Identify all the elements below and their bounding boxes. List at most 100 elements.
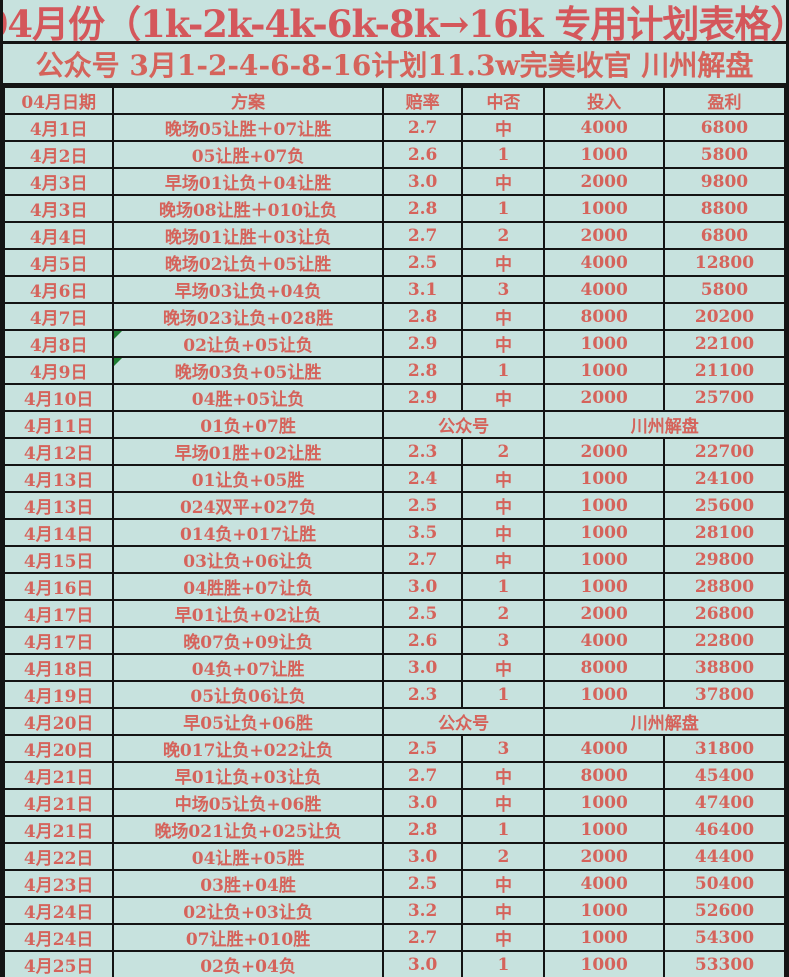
- table-cell: 中: [461, 896, 546, 925]
- column-header-odds: 赔率: [381, 86, 464, 115]
- table-cell: 3.0: [381, 167, 464, 196]
- table-cell: 4000: [543, 275, 665, 304]
- table-cell: 4月21日: [2, 761, 115, 790]
- table-cell: 3: [461, 626, 546, 655]
- table-cell: 2.6: [381, 140, 464, 169]
- table-cell: 4月1日: [2, 113, 115, 142]
- table-cell: 25600: [662, 491, 787, 520]
- table-cell: 02让负+03让负: [112, 896, 384, 925]
- table-cell: 1000: [543, 788, 665, 817]
- table-cell: 1000: [543, 815, 665, 844]
- table-row: 4月20日 早05让负+06胜 公众号 川州解盘: [2, 707, 786, 736]
- table-cell: 1000: [543, 572, 665, 601]
- table-cell: 01让负+05胜: [112, 464, 384, 493]
- table-cell: 4月12日: [2, 437, 115, 466]
- table-row: 4月10日 04胜+05让负 2.9 中 2000 25700: [2, 383, 787, 412]
- table-cell: 07让胜+010胜: [112, 923, 384, 952]
- table-cell: 2000: [543, 437, 665, 466]
- table-cell: 早场01让负＋04让胜: [112, 167, 384, 196]
- table-cell: 2.5: [381, 248, 464, 277]
- table-cell: 2.4: [381, 464, 464, 493]
- table-cell: 1000: [543, 464, 665, 493]
- table-cell: 1: [461, 680, 546, 709]
- table-cell: 4月18日: [2, 653, 115, 682]
- table-cell: 8000: [543, 302, 665, 331]
- table-cell: 014负+017让胜: [112, 518, 384, 547]
- table-cell: 2: [461, 599, 546, 628]
- table-cell: 3.0: [381, 842, 464, 871]
- table-row: 4月12日 早场01胜+02让胜 2.3 2 2000 22700: [2, 437, 787, 466]
- table-row: 4月17日 早01让负+02让负 2.5 2 2000 26800: [2, 599, 787, 628]
- table-cell: 2.7: [381, 545, 464, 574]
- table-cell: 12800: [662, 248, 787, 277]
- table-cell: 04胜+05让负: [112, 383, 384, 412]
- table-cell: 3.5: [381, 518, 464, 547]
- table-cell: 2.6: [381, 626, 464, 655]
- table-cell: 4月7日: [2, 302, 115, 331]
- table-cell: 2000: [543, 383, 665, 412]
- table-cell: 晚场02让负＋05让胜: [112, 248, 384, 277]
- table-cell: 2.7: [381, 113, 464, 142]
- table-cell: 6800: [662, 221, 787, 250]
- table-body: 4月1日 晚场05让胜＋07让胜 2.7 中 4000 6800 4月2日 05让胜+07负 2…: [2, 113, 787, 977]
- table-cell: 中: [461, 302, 546, 331]
- table-cell: 中: [461, 518, 546, 547]
- table-row: 4月18日 04负+07让胜 3.0 中 8000 38800: [2, 653, 787, 682]
- table-row: 4月7日 晚场023让负+028胜 2.8 中 8000 20200: [2, 302, 787, 331]
- table-cell: 8800: [662, 194, 787, 223]
- table-row: 4月17日 晚07负+09让负 2.6 3 4000 22800: [2, 626, 787, 655]
- table-cell: 早01让负+03让负: [112, 761, 384, 790]
- table-cell: 中: [461, 248, 546, 277]
- table-cell: 早01让负+02让负: [112, 599, 384, 628]
- table-cell: 1000: [543, 356, 665, 385]
- table-cell: 4月8日: [2, 329, 115, 358]
- table-cell: 中: [461, 761, 546, 790]
- table-cell: 晚017让负+022让负: [112, 734, 384, 763]
- table-cell: 21100: [662, 356, 787, 385]
- table-row: 4月9日 晚场03负+05让胜 2.8 1 1000 21100: [2, 356, 787, 385]
- table-cell: 4月20日: [2, 734, 115, 763]
- table-row: 4月24日 02让负+03让负 3.2 中 1000 52600: [2, 896, 787, 925]
- table-row: 4月16日 04胜胜+07让负 3.0 1 1000 28800: [2, 572, 787, 601]
- table-row: 4月22日 04让胜+05胜 3.0 2 2000 44400: [2, 842, 787, 871]
- table-cell: 公众号: [381, 707, 546, 736]
- table-cell: 3.0: [381, 788, 464, 817]
- table-cell: 2000: [543, 842, 665, 871]
- table-cell: 4月10日: [2, 383, 115, 412]
- table-header-row: 04月日期 方案 赔率 中否 投入 盈利: [2, 86, 787, 115]
- table-row: 4月8日 02让负+05让负 2.9 中 1000 22100: [2, 329, 787, 358]
- table-cell: 29800: [662, 545, 787, 574]
- table-cell: 4月16日: [2, 572, 115, 601]
- table-cell: 1: [461, 356, 546, 385]
- column-header-stake: 投入: [543, 86, 665, 115]
- table-cell: 02负+04负: [112, 950, 384, 977]
- column-header-plan: 方案: [112, 86, 384, 115]
- table-row: 4月13日 024双平+027负 2.5 中 1000 25600: [2, 491, 787, 520]
- table-row: 4月1日 晚场05让胜＋07让胜 2.7 中 4000 6800: [2, 113, 787, 142]
- table-cell: 03胜+04胜: [112, 869, 384, 898]
- table-cell: 4月23日: [2, 869, 115, 898]
- table-cell: 4000: [543, 113, 665, 142]
- table-cell: 晚场03负+05让胜: [112, 356, 384, 385]
- table-cell: 8000: [543, 653, 665, 682]
- table-cell: 22100: [662, 329, 787, 358]
- table-cell: 02让负+05让负: [112, 329, 384, 358]
- table-cell: 3.2: [381, 896, 464, 925]
- table-cell: 4月19日: [2, 680, 115, 709]
- table-cell: 9800: [662, 167, 787, 196]
- table-cell: 1: [461, 140, 546, 169]
- table-cell: 52600: [662, 896, 787, 925]
- table-cell: 公众号: [381, 410, 546, 439]
- table-cell: 4000: [543, 734, 665, 763]
- table-cell: 中: [461, 491, 546, 520]
- table-cell: 早场03让负+04负: [112, 275, 384, 304]
- table-row: 4月11日 01负+07胜 公众号 川州解盘: [2, 410, 786, 439]
- table-cell: 中场05让负+06胜: [112, 788, 384, 817]
- table-cell: 1000: [543, 545, 665, 574]
- table-cell: 1000: [543, 680, 665, 709]
- table-cell: 3.1: [381, 275, 464, 304]
- table-cell: 1: [461, 950, 546, 977]
- table-row: 4月19日 05让负06让负 2.3 1 1000 37800: [2, 680, 787, 709]
- table-cell: 4月6日: [2, 275, 115, 304]
